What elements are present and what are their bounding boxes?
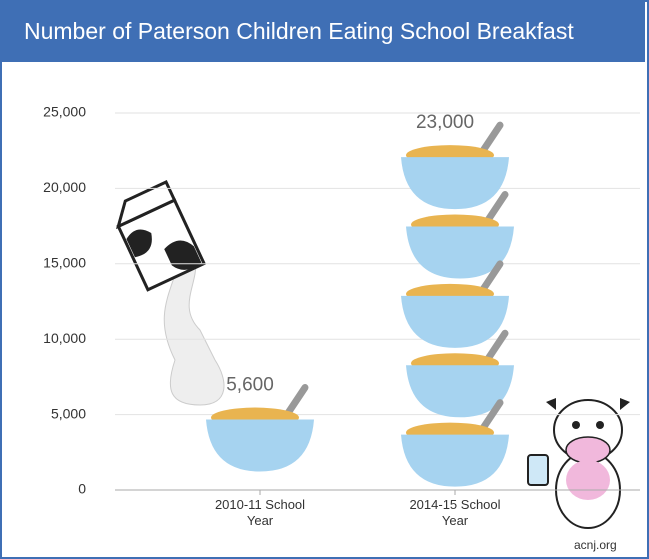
value-label: 5,600: [226, 375, 274, 396]
bowl: [401, 295, 509, 348]
y-tick-label: 25,000: [43, 104, 86, 120]
bowl: [406, 365, 514, 418]
bowl: [401, 434, 509, 487]
chart-title: Number of Paterson Children Eating Schoo…: [0, 0, 645, 62]
cow: [527, 398, 630, 529]
source: acnj.org: [574, 538, 617, 552]
y-tick-label: 20,000: [43, 179, 86, 195]
y-tick-label: 5,000: [51, 405, 86, 421]
x-tick-label: 2014-15 School Year: [409, 497, 501, 528]
bowl: [406, 226, 514, 279]
bowl: [206, 419, 314, 472]
y-tick-label: 15,000: [43, 255, 86, 271]
milk-carton: [116, 180, 225, 406]
bowl-stack: [206, 384, 314, 472]
value-label: 23,000: [416, 112, 474, 133]
bowl-stack: [401, 121, 514, 487]
x-tick-label: 2010-11 School Year: [214, 497, 306, 528]
bowl: [401, 157, 509, 210]
y-tick-label: 10,000: [43, 330, 86, 346]
y-tick-label: 0: [78, 481, 86, 497]
